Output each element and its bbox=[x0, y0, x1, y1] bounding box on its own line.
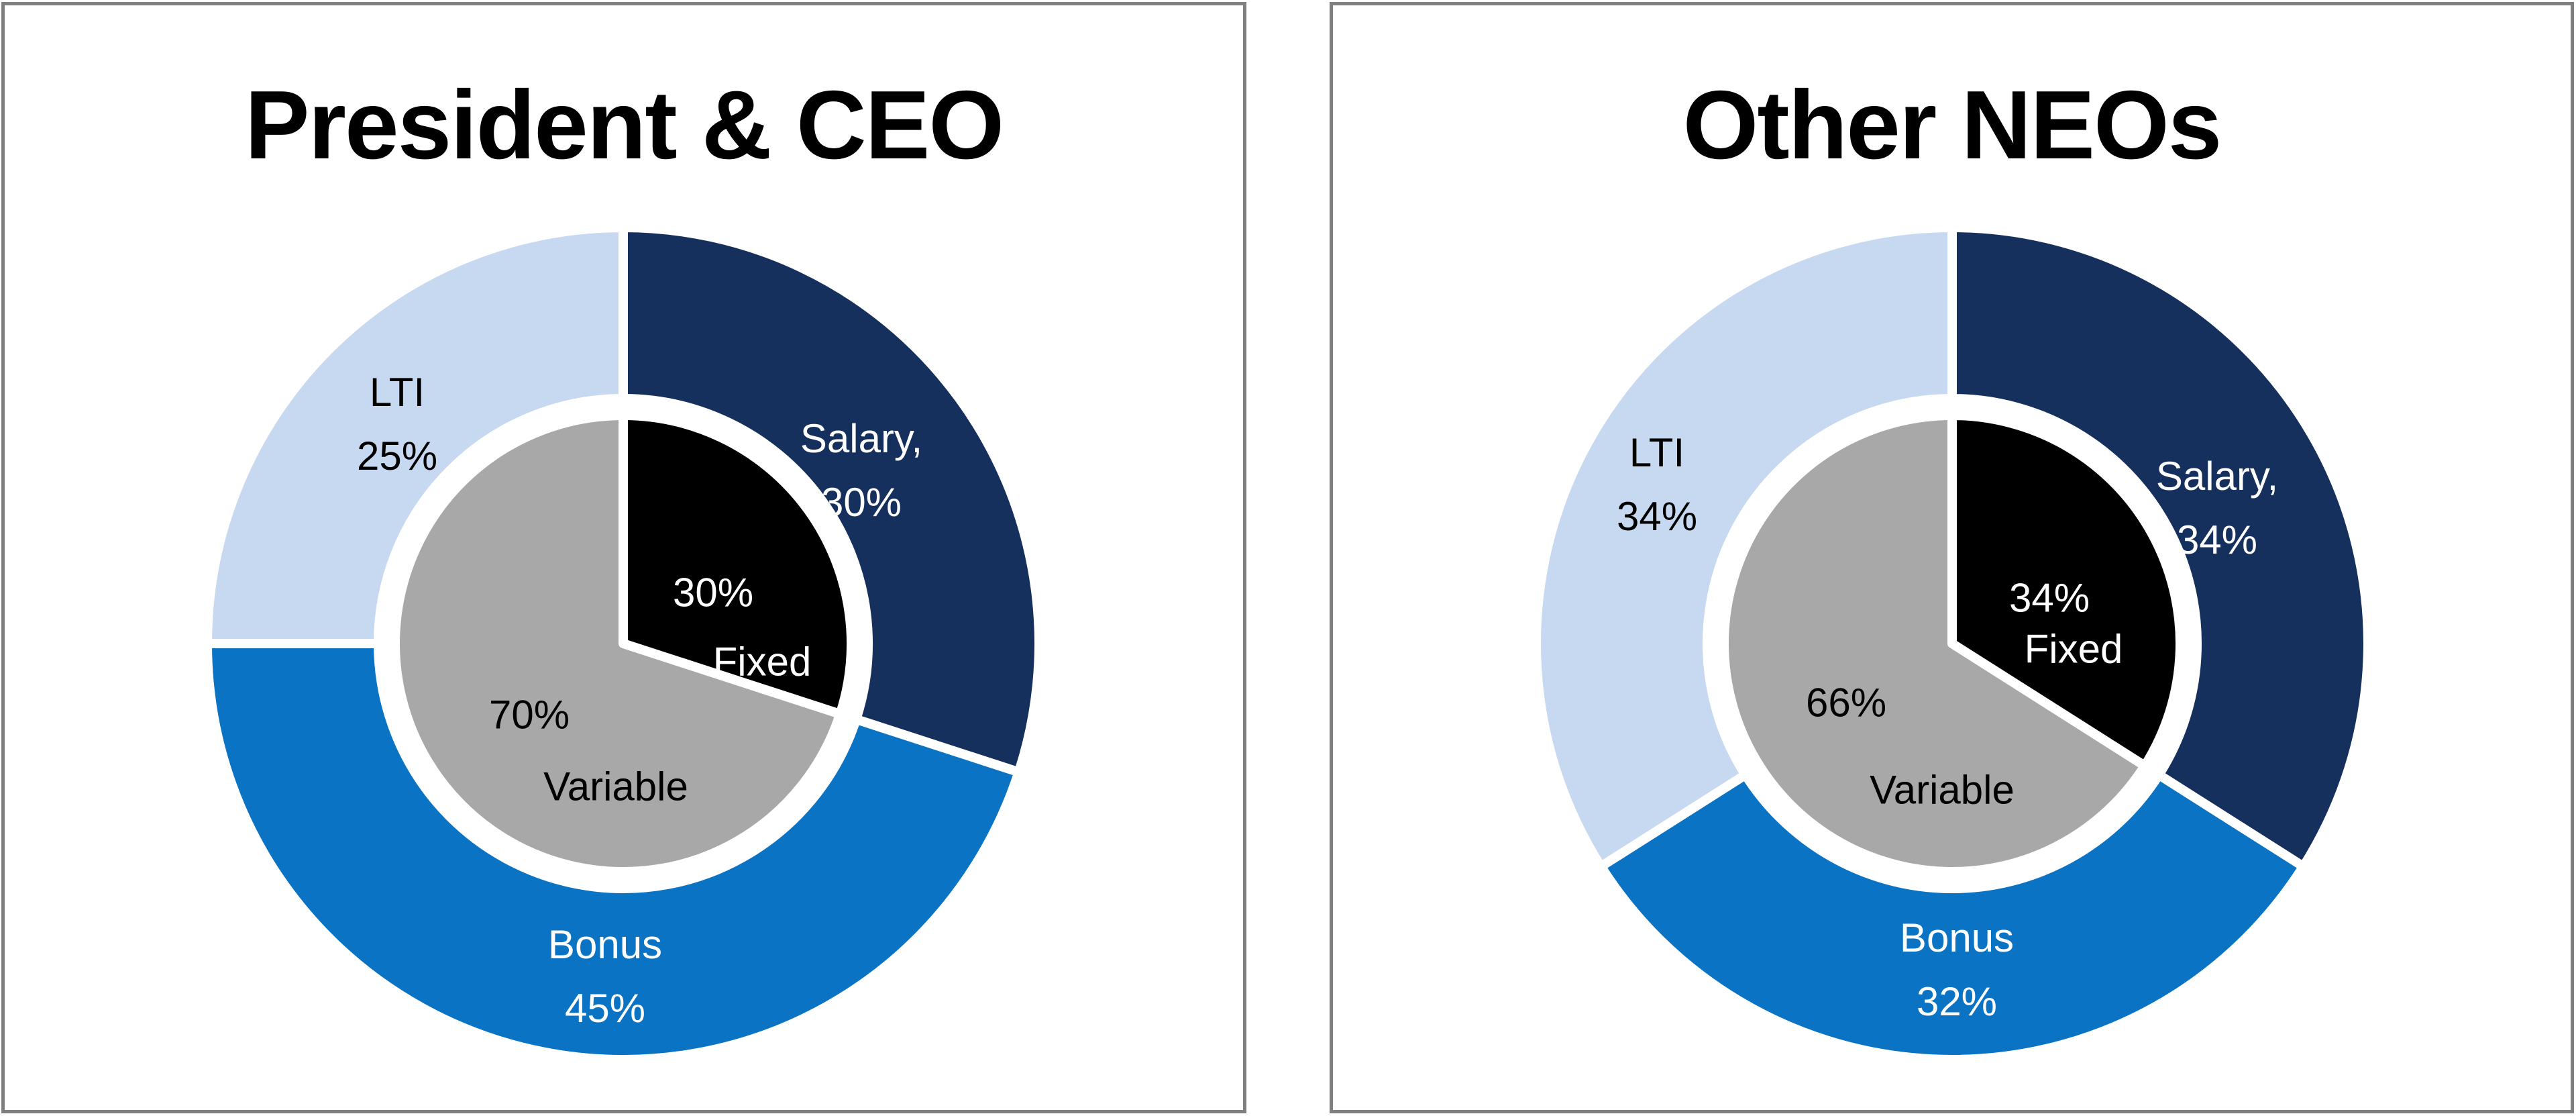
donut-chart-svg bbox=[1532, 223, 2373, 1064]
chart-title: Other NEOs bbox=[1682, 70, 2222, 179]
ring-segment-bonus bbox=[203, 639, 1024, 1064]
pie-segment-variable bbox=[1719, 411, 2150, 876]
president-ceo-panel: President & CEO Salary, 30% Bonus 45% LT… bbox=[1, 2, 1246, 1113]
ring-segment-lti bbox=[1532, 223, 1957, 872]
ring-segment-bonus bbox=[1596, 770, 2308, 1064]
pie-segment-variable bbox=[390, 411, 845, 876]
ring-segment-lti bbox=[203, 223, 628, 648]
chart-title: President & CEO bbox=[244, 70, 1004, 179]
president-ceo-donut-chart: Salary, 30% Bonus 45% LTI 25% 30% Fixed … bbox=[201, 221, 1046, 1066]
ring-segment-salary bbox=[619, 223, 1044, 777]
ring-segment-salary bbox=[1947, 223, 2373, 872]
other-neos-donut-chart: Salary, 34% Bonus 32% LTI 34% 34% Fixed … bbox=[1529, 221, 2375, 1066]
donut-chart-svg bbox=[203, 223, 1044, 1064]
other-neos-panel: Other NEOs Salary, 34% Bonus 32% LTI 34%… bbox=[1330, 2, 2574, 1113]
pie-segment-fixed bbox=[619, 411, 857, 719]
